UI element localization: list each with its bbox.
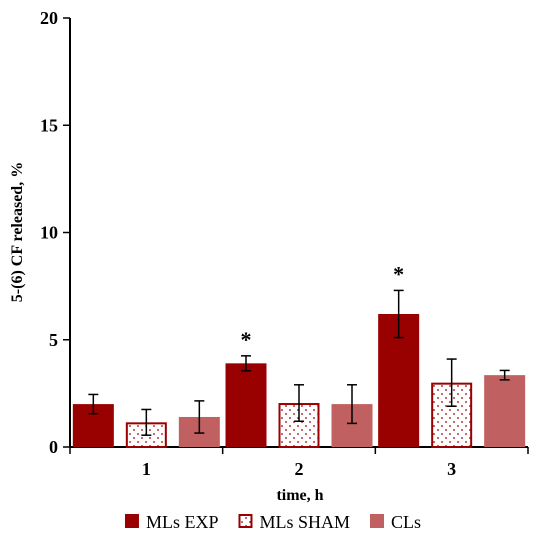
bar <box>225 363 267 447</box>
legend-label: CLs <box>391 512 421 532</box>
legend-label: MLs SHAM <box>259 512 350 532</box>
x-tick-label: 3 <box>447 459 456 479</box>
significance-marker: * <box>241 327 252 352</box>
bars <box>72 314 526 448</box>
y-axis-title: 5-(6) CF released, % <box>9 162 26 302</box>
x-tick-label: 1 <box>142 459 151 479</box>
x-axis-title: time, h <box>276 487 323 504</box>
y-tick-label: 5 <box>49 330 58 350</box>
legend-swatch <box>124 514 139 528</box>
legend-label: MLs EXP <box>146 512 219 532</box>
bar <box>484 375 526 447</box>
y-tick-label: 20 <box>40 8 58 28</box>
y-tick-label: 15 <box>40 115 58 135</box>
labels: 5-(6) CF released, % time, h * * <box>9 162 404 504</box>
x-tick-label: 2 <box>295 459 304 479</box>
legend-swatch <box>238 514 253 528</box>
y-tick-label: 10 <box>40 223 58 243</box>
legend: MLs EXP MLs SHAM CLs <box>124 512 421 532</box>
legend-swatch <box>370 514 385 528</box>
error-bars <box>88 289 510 436</box>
significance-marker: * <box>393 261 404 286</box>
y-tick-label: 0 <box>49 437 58 457</box>
